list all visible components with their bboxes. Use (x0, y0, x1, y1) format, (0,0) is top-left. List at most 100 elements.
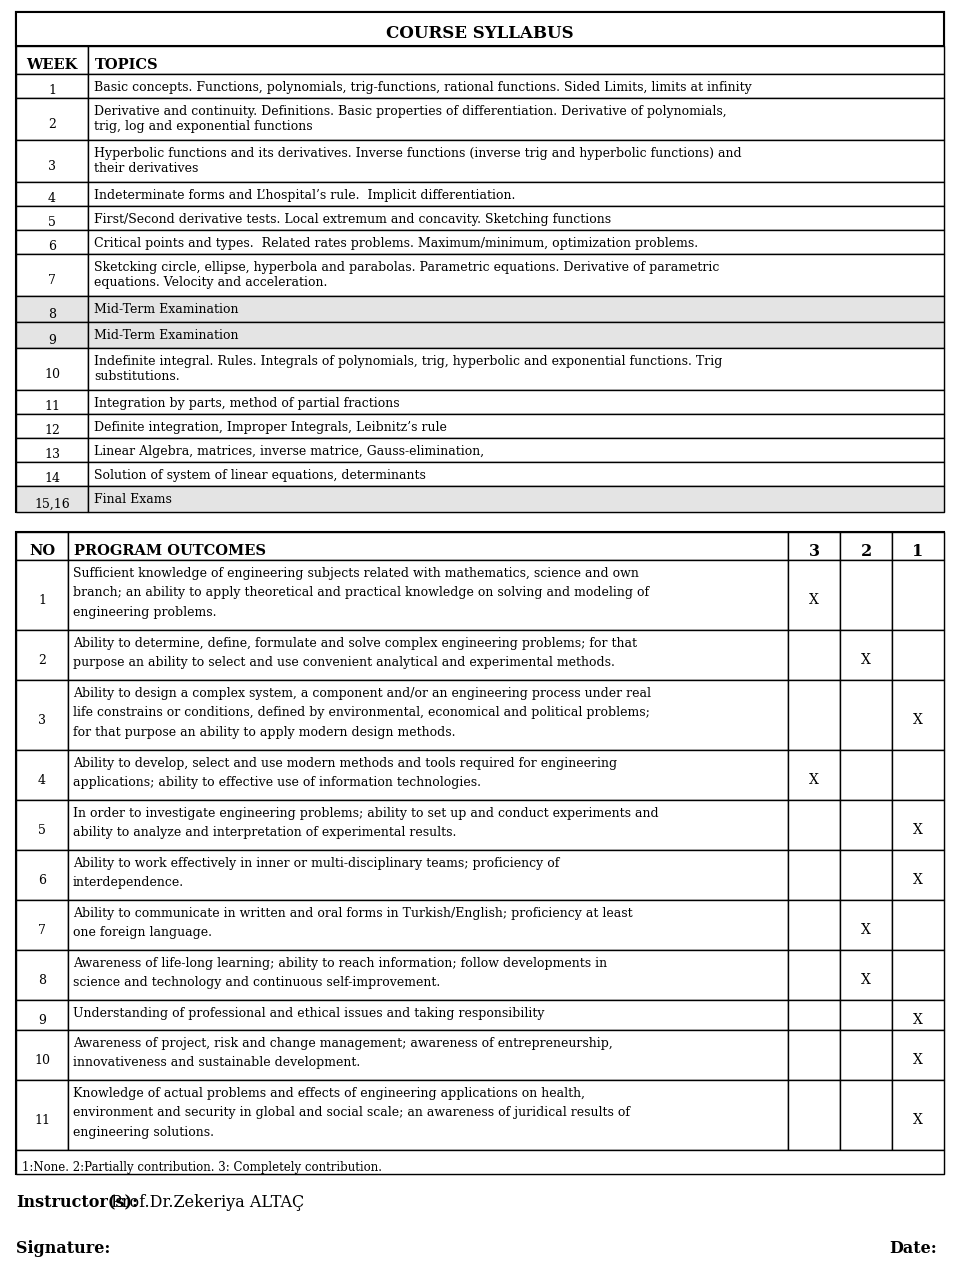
Text: Critical points and types.  Related rates problems. Maximum/minimum, optimizatio: Critical points and types. Related rates… (94, 237, 698, 250)
Text: trig, log and exponential functions: trig, log and exponential functions (94, 121, 313, 133)
Text: Sketcking circle, ellipse, hyperbola and parabolas. Parametric equations. Deriva: Sketcking circle, ellipse, hyperbola and… (94, 262, 719, 274)
Text: 8: 8 (38, 973, 46, 987)
Text: Sufficient knowledge of engineering subjects related with mathematics, science a: Sufficient knowledge of engineering subj… (73, 567, 638, 579)
Bar (88, 254, 944, 296)
Text: PROGRAM OUTCOMES: PROGRAM OUTCOMES (74, 544, 266, 558)
Bar (840, 950, 892, 1000)
Text: NO: NO (29, 544, 55, 558)
Bar (16, 1150, 944, 1174)
Text: 13: 13 (44, 449, 60, 462)
Text: 3: 3 (48, 159, 56, 173)
Text: X: X (913, 1053, 923, 1067)
Text: one foreign language.: one foreign language. (73, 926, 212, 938)
Text: interdependence.: interdependence. (73, 876, 184, 888)
Bar (16, 750, 68, 800)
Text: their derivatives: their derivatives (94, 162, 199, 176)
Bar (16, 800, 68, 850)
Bar (88, 390, 944, 414)
Text: 1: 1 (912, 542, 924, 559)
Text: 4: 4 (48, 192, 56, 205)
Bar (68, 750, 788, 800)
Text: X: X (913, 1113, 923, 1127)
Text: 3: 3 (808, 542, 820, 559)
Text: 6: 6 (48, 241, 56, 254)
Bar (788, 750, 840, 800)
Text: Hyperbolic functions and its derivatives. Inverse functions (inverse trig and hy: Hyperbolic functions and its derivatives… (94, 147, 742, 160)
Text: First/Second derivative tests. Local extremum and concavity. Sketching functions: First/Second derivative tests. Local ext… (94, 213, 612, 226)
Bar (840, 532, 892, 560)
Bar (892, 1079, 944, 1150)
Bar (88, 182, 944, 206)
Bar (68, 800, 788, 850)
Bar (88, 229, 944, 254)
Text: WEEK: WEEK (26, 58, 78, 72)
Text: Prof.Dr.Zekeriya ALTAÇ: Prof.Dr.Zekeriya ALTAÇ (111, 1194, 304, 1211)
Bar (16, 46, 88, 74)
Bar (788, 560, 840, 629)
Bar (68, 1029, 788, 1079)
Bar (16, 140, 88, 182)
Bar (16, 462, 88, 486)
Bar (16, 532, 944, 1174)
Bar (16, 1029, 68, 1079)
Bar (16, 12, 944, 46)
Bar (840, 850, 892, 900)
Text: 5: 5 (48, 217, 56, 229)
Bar (788, 800, 840, 850)
Text: Ability to communicate in written and oral forms in Turkish/English; proficiency: Ability to communicate in written and or… (73, 906, 633, 920)
Text: X: X (913, 823, 923, 837)
Bar (16, 97, 88, 140)
Bar (88, 322, 944, 347)
Text: 12: 12 (44, 424, 60, 437)
Bar (16, 254, 88, 296)
Bar (88, 206, 944, 229)
Text: 2: 2 (48, 118, 56, 131)
Text: Integration by parts, method of partial fractions: Integration by parts, method of partial … (94, 397, 399, 410)
Text: Ability to develop, select and use modern methods and tools required for enginee: Ability to develop, select and use moder… (73, 756, 617, 770)
Bar (840, 1079, 892, 1150)
Text: ability to analyze and interpretation of experimental results.: ability to analyze and interpretation of… (73, 826, 456, 838)
Text: 3: 3 (38, 714, 46, 727)
Bar (16, 560, 68, 629)
Bar (840, 1000, 892, 1029)
Text: equations. Velocity and acceleration.: equations. Velocity and acceleration. (94, 276, 327, 288)
Bar (892, 950, 944, 1000)
Text: 9: 9 (48, 333, 56, 346)
Bar (892, 850, 944, 900)
Bar (16, 322, 88, 347)
Text: Date:: Date: (889, 1240, 937, 1256)
Bar (16, 850, 68, 900)
Bar (840, 750, 892, 800)
Text: Signature:: Signature: (16, 1240, 110, 1256)
Text: X: X (809, 773, 819, 787)
Text: Understanding of professional and ethical issues and taking responsibility: Understanding of professional and ethica… (73, 1006, 544, 1020)
Bar (16, 390, 88, 414)
Text: 8: 8 (48, 308, 56, 320)
Bar (16, 1000, 68, 1029)
Bar (16, 532, 68, 560)
Bar (68, 532, 788, 560)
Bar (788, 950, 840, 1000)
Bar (16, 629, 68, 679)
Text: X: X (861, 923, 871, 937)
Text: 11: 11 (44, 400, 60, 414)
Bar (892, 532, 944, 560)
Text: In order to investigate engineering problems; ability to set up and conduct expe: In order to investigate engineering prob… (73, 806, 659, 820)
Text: Awareness of project, risk and change management; awareness of entrepreneurship,: Awareness of project, risk and change ma… (73, 1037, 612, 1050)
Bar (788, 532, 840, 560)
Bar (68, 850, 788, 900)
Text: environment and security in global and social scale; an awareness of juridical r: environment and security in global and s… (73, 1106, 630, 1119)
Bar (788, 1000, 840, 1029)
Text: Ability to design a complex system, a component and/or an engineering process un: Ability to design a complex system, a co… (73, 687, 651, 700)
Text: Derivative and continuity. Definitions. Basic properties of differentiation. Der: Derivative and continuity. Definitions. … (94, 105, 727, 118)
Bar (788, 629, 840, 679)
Bar (788, 900, 840, 950)
Text: Awareness of life-long learning; ability to reach information; follow developmen: Awareness of life-long learning; ability… (73, 956, 607, 970)
Bar (840, 629, 892, 679)
Bar (16, 206, 88, 229)
Text: applications; ability to effective use of information technologies.: applications; ability to effective use o… (73, 776, 481, 788)
Text: Ability to work effectively in inner or multi-disciplinary teams; proficiency of: Ability to work effectively in inner or … (73, 856, 560, 870)
Bar (892, 629, 944, 679)
Bar (16, 182, 88, 206)
Bar (16, 438, 88, 462)
